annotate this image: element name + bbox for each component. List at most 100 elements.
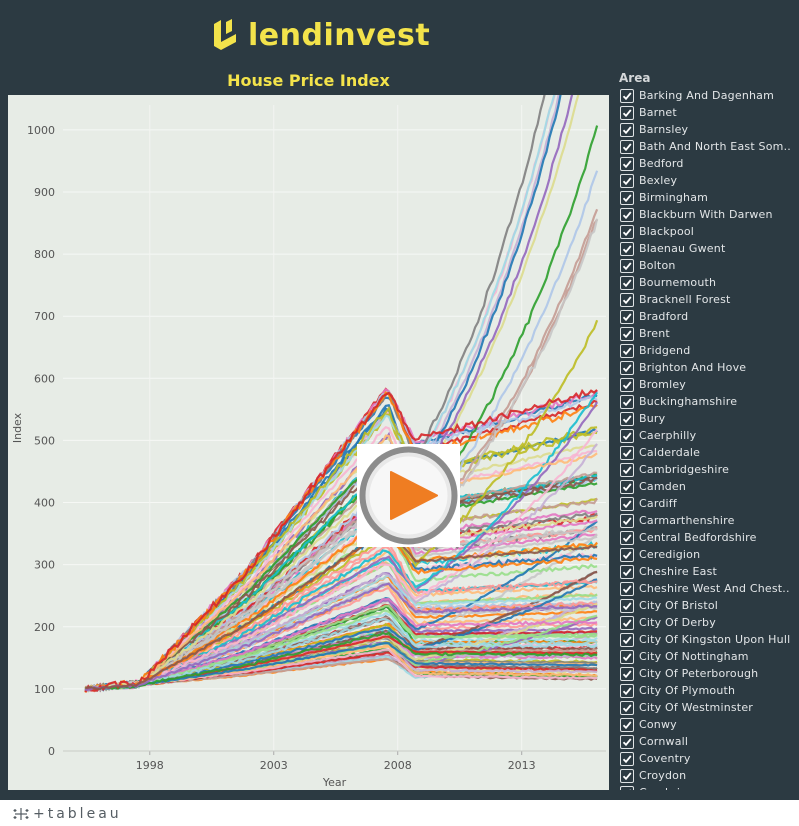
legend-item[interactable]: Cheshire West And Chest.. [615,580,799,597]
legend-checkbox[interactable] [620,513,634,528]
legend-item[interactable]: Cambridgeshire [615,461,799,478]
legend-checkbox[interactable] [620,428,634,443]
legend-checkbox[interactable] [620,190,634,205]
tableau-logo[interactable]: +tableau [12,806,122,822]
legend-item[interactable]: Carmarthenshire [615,512,799,529]
legend-label: Brent [639,327,670,340]
legend-item[interactable]: City Of Nottingham [615,648,799,665]
play-button[interactable] [357,444,460,547]
legend-checkbox[interactable] [620,122,634,137]
legend-checkbox[interactable] [620,700,634,715]
legend-item[interactable]: City Of Plymouth [615,682,799,699]
legend-label: Cumbria [639,786,791,790]
legend-checkbox[interactable] [620,768,634,783]
legend-checkbox[interactable] [620,275,634,290]
legend-item[interactable]: Croydon [615,767,799,784]
legend-item[interactable]: City Of Bristol [615,597,799,614]
legend-item[interactable]: Bracknell Forest [615,291,799,308]
legend-checkbox[interactable] [620,632,634,647]
legend-checkbox[interactable] [620,598,634,613]
legend-item[interactable]: City Of Kingston Upon Hull [615,631,799,648]
legend-item[interactable]: Brighton And Hove [615,359,799,376]
legend-checkbox[interactable] [620,530,634,545]
legend-item[interactable]: Bath And North East Som.. [615,138,799,155]
legend-item[interactable]: City Of Westminster [615,699,799,716]
legend-checkbox[interactable] [620,258,634,273]
legend-item[interactable]: Cumbria [615,784,799,790]
checkmark-icon [622,91,632,100]
legend-item[interactable]: Brent [615,325,799,342]
legend-item[interactable]: Bradford [615,308,799,325]
legend-checkbox[interactable] [620,394,634,409]
legend-item[interactable]: Calderdale [615,444,799,461]
legend-item[interactable]: Ceredigion [615,546,799,563]
legend-checkbox[interactable] [620,496,634,511]
legend-item[interactable]: City Of Peterborough [615,665,799,682]
legend-item[interactable]: Bexley [615,172,799,189]
legend-checkbox[interactable] [620,411,634,426]
legend-checkbox[interactable] [620,683,634,698]
legend-item[interactable]: Bournemouth [615,274,799,291]
legend-checkbox[interactable] [620,666,634,681]
legend-item[interactable]: Barnet [615,104,799,121]
legend-title: Area [619,71,651,85]
legend-item[interactable]: Blackburn With Darwen [615,206,799,223]
legend-item[interactable]: Birmingham [615,189,799,206]
legend-checkbox[interactable] [620,785,634,790]
x-tick-label: 1998 [136,759,164,772]
legend-label: Barnet [639,106,677,119]
legend-checkbox[interactable] [620,343,634,358]
legend-item[interactable]: Bolton [615,257,799,274]
legend-item[interactable]: Cheshire East [615,563,799,580]
legend-checkbox[interactable] [620,547,634,562]
tableau-icon [13,808,29,820]
legend-checkbox[interactable] [620,309,634,324]
series-line [85,642,598,691]
legend-item[interactable]: Bridgend [615,342,799,359]
series-line [85,528,598,690]
legend-item[interactable]: Barking And Dagenham [615,87,799,104]
legend-checkbox[interactable] [620,139,634,154]
legend-checkbox[interactable] [620,581,634,596]
legend-item[interactable]: Coventry [615,750,799,767]
legend-checkbox[interactable] [620,88,634,103]
legend-item[interactable]: Bedford [615,155,799,172]
legend-item[interactable]: Bury [615,410,799,427]
legend-checkbox[interactable] [620,751,634,766]
legend-checkbox[interactable] [620,360,634,375]
chart-title: House Price Index [227,71,390,90]
legend-label: Conwy [639,718,677,731]
legend-checkbox[interactable] [620,156,634,171]
legend-checkbox[interactable] [620,649,634,664]
legend-item[interactable]: Camden [615,478,799,495]
legend-checkbox[interactable] [620,564,634,579]
legend-checkbox[interactable] [620,462,634,477]
legend-item[interactable]: Blaenau Gwent [615,240,799,257]
legend-checkbox[interactable] [620,241,634,256]
legend-label: Birmingham [639,191,709,204]
legend-checkbox[interactable] [620,326,634,341]
legend-item[interactable]: Central Bedfordshire [615,529,799,546]
y-tick-label: 300 [34,559,55,572]
legend-checkbox[interactable] [620,479,634,494]
legend-checkbox[interactable] [620,615,634,630]
legend-checkbox[interactable] [620,173,634,188]
legend-checkbox[interactable] [620,207,634,222]
legend-checkbox[interactable] [620,734,634,749]
legend-checkbox[interactable] [620,445,634,460]
legend-checkbox[interactable] [620,224,634,239]
legend-checkbox[interactable] [620,717,634,732]
legend-item[interactable]: Blackpool [615,223,799,240]
chart-area[interactable]: 0 100 200 300 400 500 600 700 800 900 1000 1998 2003… [8,95,609,790]
legend-checkbox[interactable] [620,105,634,120]
legend-item[interactable]: Conwy [615,716,799,733]
legend-checkbox[interactable] [620,377,634,392]
legend-item[interactable]: Barnsley [615,121,799,138]
legend-item[interactable]: Cardiff [615,495,799,512]
legend-item[interactable]: City Of Derby [615,614,799,631]
legend-item[interactable]: Bromley [615,376,799,393]
legend-item[interactable]: Cornwall [615,733,799,750]
legend-checkbox[interactable] [620,292,634,307]
legend-item[interactable]: Buckinghamshire [615,393,799,410]
legend-item[interactable]: Caerphilly [615,427,799,444]
